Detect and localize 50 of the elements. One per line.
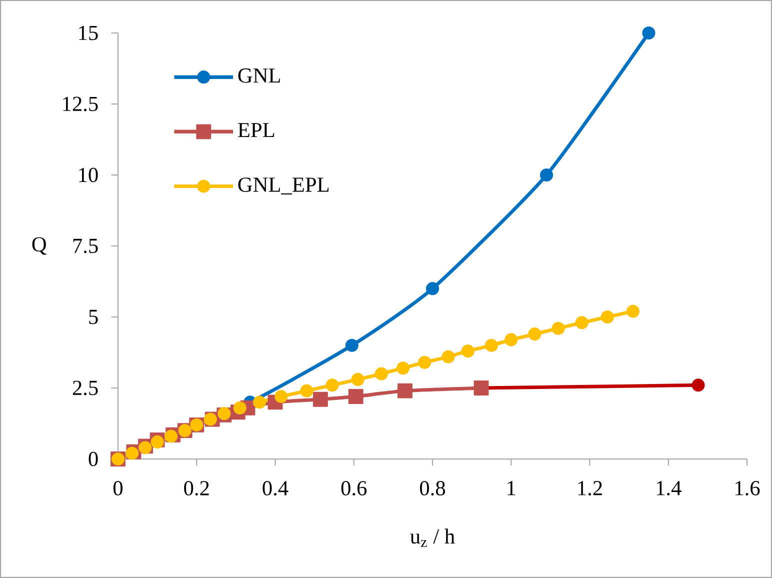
point	[504, 333, 518, 346]
point	[692, 378, 705, 392]
x-tick-label: 1.2	[578, 481, 602, 496]
point	[326, 378, 339, 392]
legend-label: GNL	[238, 68, 280, 83]
point	[600, 310, 614, 324]
point	[164, 430, 178, 443]
point	[150, 435, 164, 448]
point	[552, 322, 565, 335]
y-tick-label: 12.5	[63, 96, 98, 112]
y-tick-label: 7.5	[73, 238, 98, 254]
point	[642, 26, 656, 40]
point	[204, 412, 217, 426]
point	[426, 282, 440, 296]
y-axis-title: Q	[32, 237, 46, 255]
point	[396, 362, 410, 375]
point	[300, 384, 314, 398]
x-tick-label: 0	[113, 481, 123, 496]
x-tick-label: 1	[508, 481, 516, 496]
x-tick-label: 0.6	[341, 481, 367, 496]
point	[575, 316, 588, 330]
point	[461, 344, 474, 358]
x-tick-label: 0.4	[262, 481, 288, 496]
y-tick-label: 15	[79, 26, 98, 40]
y-tick-label: 0	[88, 452, 98, 466]
legend-label: EPL	[238, 123, 274, 138]
x-tick-label: 0.2	[184, 481, 209, 496]
point	[626, 304, 640, 318]
point	[418, 356, 432, 369]
y-tick-label: 2.5	[72, 380, 98, 396]
x-tick-label: 1.4	[656, 481, 682, 496]
x-axis-title: u$_{z}$ / h	[410, 528, 455, 547]
legend-label: GNL_EPL	[238, 178, 329, 194]
x-tick-label: 0.8	[420, 481, 446, 496]
point	[398, 383, 412, 398]
point	[312, 392, 328, 407]
point	[540, 168, 554, 182]
point	[274, 390, 288, 404]
point	[528, 327, 542, 341]
point	[348, 389, 364, 404]
point	[442, 350, 455, 364]
point	[233, 401, 246, 414]
point	[351, 372, 364, 386]
y-tick-label: 10	[79, 168, 98, 182]
point	[374, 367, 388, 380]
y-tick-label: 5	[89, 310, 98, 324]
point	[484, 338, 498, 352]
x-tick-label: 1.6	[736, 481, 760, 496]
point	[345, 338, 358, 352]
point	[252, 396, 266, 409]
